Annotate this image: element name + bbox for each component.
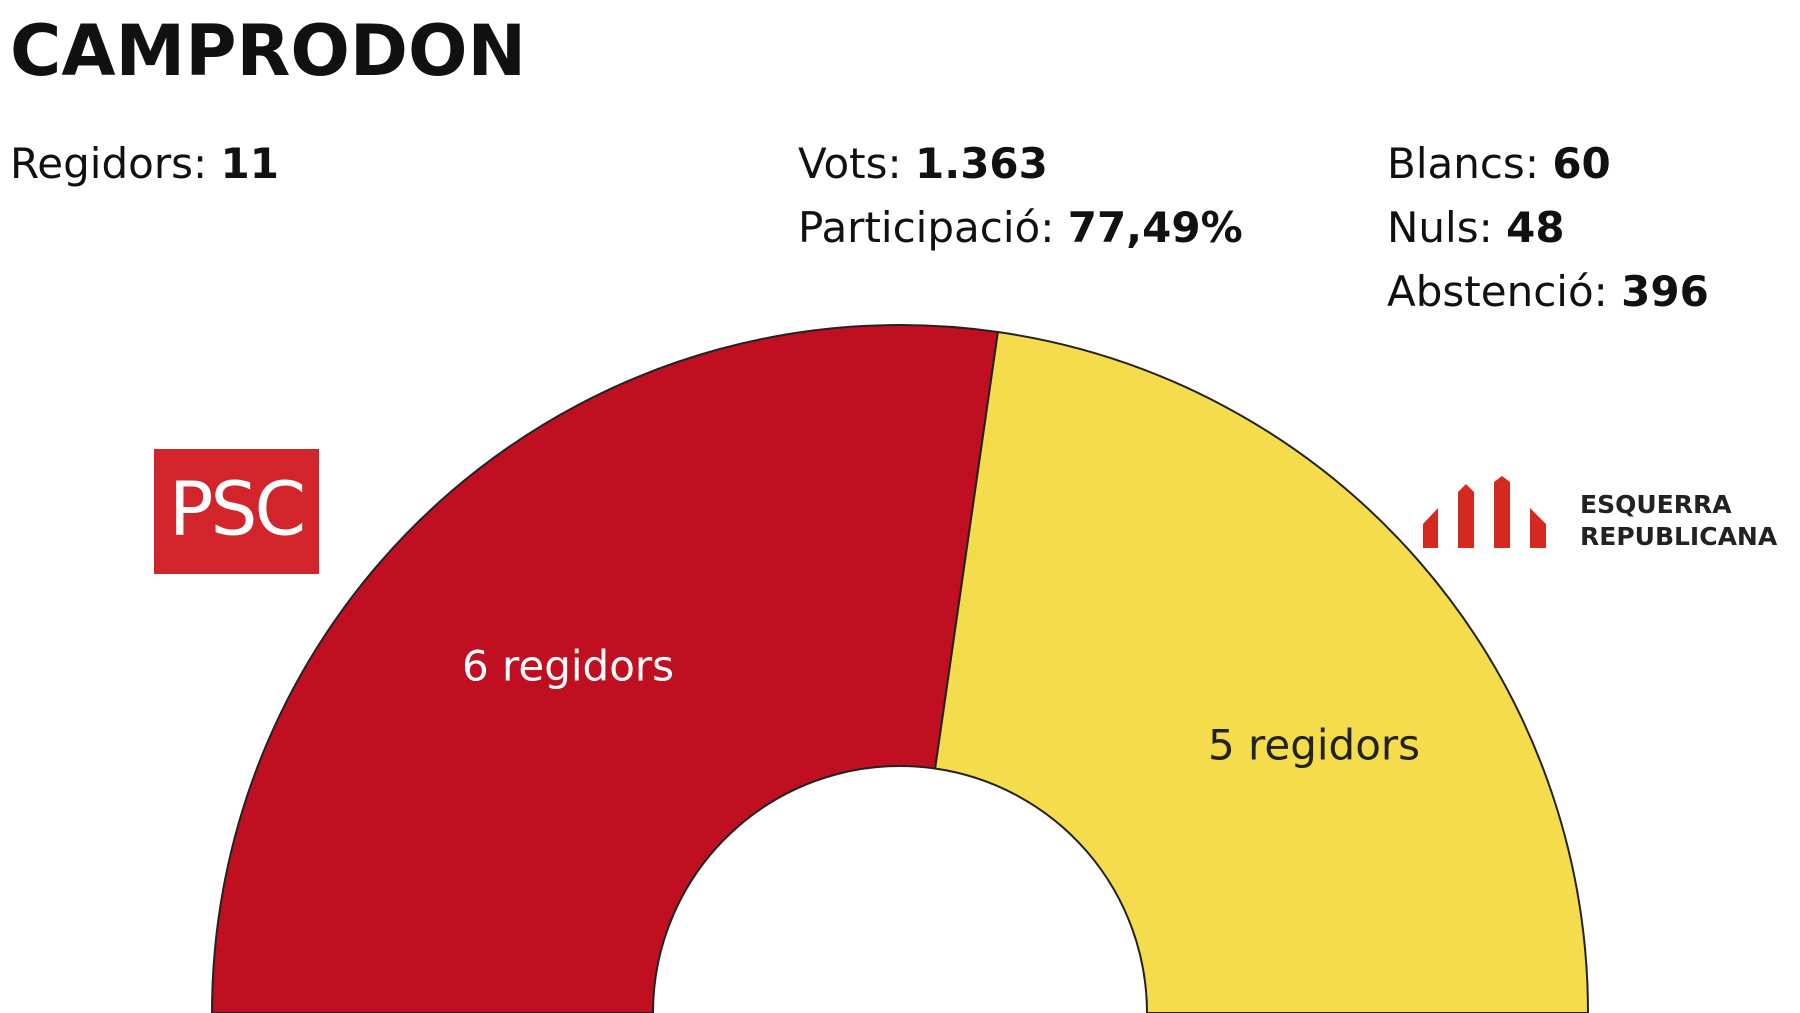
- stat: Nuls: 48: [1387, 203, 1565, 252]
- stat-label: Participació:: [798, 203, 1054, 252]
- segment-label: 6 regidors: [462, 642, 674, 691]
- stat: Vots: 1.363: [798, 139, 1048, 188]
- stat-value: 48: [1506, 203, 1564, 252]
- erc-logo-icon: [1423, 476, 1546, 548]
- stat-value: 60: [1552, 139, 1610, 188]
- donut-segment: [934, 330, 1590, 1013]
- stat-value: 1.363: [915, 139, 1048, 188]
- donut-segment: [210, 324, 1000, 1013]
- chart-title: CAMPRODON: [10, 10, 526, 92]
- stat-label: Blancs:: [1387, 139, 1539, 188]
- segment-label: 5 regidors: [1208, 721, 1420, 770]
- psc-logo-text: PSC: [169, 467, 303, 553]
- erc-logo-text: ESQUERRA REPUBLICANA: [1580, 490, 1778, 551]
- stat-label: Vots:: [798, 139, 902, 188]
- stat: Regidors: 11: [10, 139, 279, 188]
- stat-value: 77,49%: [1068, 203, 1243, 252]
- stat-value: 396: [1621, 267, 1709, 316]
- stat: Participació: 77,49%: [798, 203, 1243, 252]
- stat-label: Abstenció:: [1387, 267, 1608, 316]
- stat-label: Regidors:: [10, 139, 207, 188]
- psc-logo-box: [154, 449, 319, 574]
- stat: Abstenció: 396: [1387, 267, 1709, 316]
- stat-label: Nuls:: [1387, 203, 1493, 252]
- stat-value: 11: [220, 139, 278, 188]
- stat: Blancs: 60: [1387, 139, 1611, 188]
